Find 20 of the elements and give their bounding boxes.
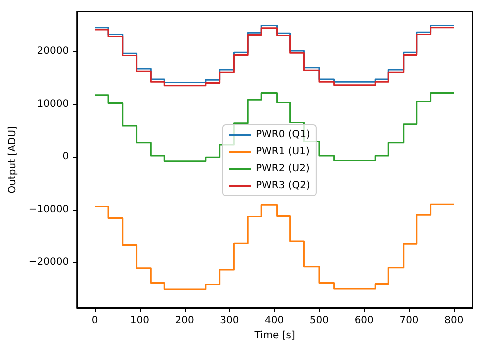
x-tick-label: 400 — [265, 316, 284, 326]
x-tick-label: 100 — [130, 316, 150, 326]
y-tick-label: 0 — [62, 152, 70, 163]
y-tick-label: −20000 — [28, 257, 70, 268]
y-axis-title: Output [ADU] — [8, 126, 18, 194]
x-tick-label: 800 — [444, 316, 464, 326]
x-tick-label: 0 — [92, 316, 98, 326]
y-tick-label: 10000 — [37, 98, 70, 110]
x-tick-label: 300 — [220, 316, 240, 326]
x-tick-label: 600 — [354, 316, 374, 326]
x-tick-label: 500 — [310, 316, 330, 326]
legend-label: PWR3 (Q2) — [256, 180, 311, 192]
x-tick-label: 700 — [400, 316, 419, 326]
y-tick-label: 20000 — [37, 46, 70, 58]
legend-label: PWR0 (Q1) — [256, 130, 311, 140]
x-tick-label: 200 — [175, 316, 194, 326]
y-tick-label: −10000 — [28, 204, 70, 216]
legend-label: PWR1 (U1) — [256, 146, 310, 158]
legend-label: PWR2 (U2) — [256, 164, 310, 174]
x-axis-title: Time [s] — [254, 330, 296, 342]
